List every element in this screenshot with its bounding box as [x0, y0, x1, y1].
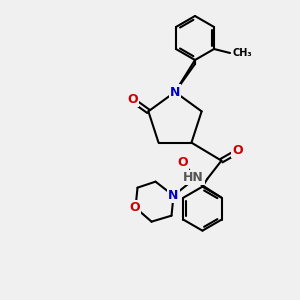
Text: O: O	[232, 144, 243, 157]
Text: N: N	[168, 189, 179, 202]
Text: O: O	[127, 93, 138, 106]
Text: O: O	[177, 156, 188, 169]
Text: O: O	[129, 201, 140, 214]
Text: CH₃: CH₃	[232, 48, 252, 58]
Text: HN: HN	[183, 171, 203, 184]
Text: N: N	[170, 85, 180, 98]
